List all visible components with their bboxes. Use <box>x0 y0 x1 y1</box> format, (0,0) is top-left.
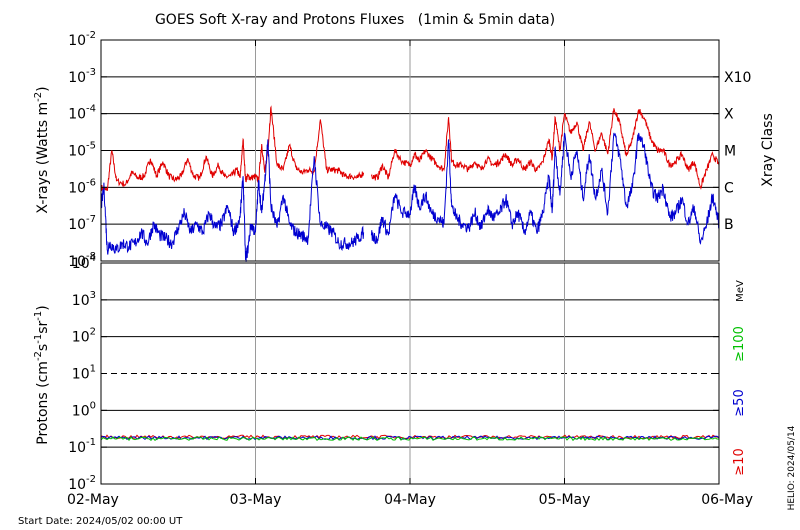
x-tick-label: 03-May <box>230 492 282 508</box>
start-date: Start Date: 2024/05/02 00:00 UT <box>18 516 183 527</box>
proton-unit-label: MeV <box>735 280 746 302</box>
x-tick-label: 05-May <box>539 492 591 508</box>
proton-y-axis-label: Protons (cm-2s-1sr-1) <box>33 305 51 444</box>
proton-y-tick-label: 100 <box>72 400 96 419</box>
xray-class-label: C <box>724 180 734 196</box>
proton-y-tick-label: 10-1 <box>68 437 96 456</box>
proton-day-lines <box>255 263 565 484</box>
xray-y-tick-label: 10-6 <box>68 177 96 196</box>
xray-y-tick-label: 10-7 <box>68 214 96 233</box>
xray-class-axis-label: Xray Class <box>760 113 776 187</box>
helio-credit: HELIO: 2024/05/14 <box>787 425 797 510</box>
xray-class-label: X10 <box>724 70 751 86</box>
chart-title: GOES Soft X-ray and Protons Fluxes (1min… <box>155 12 555 28</box>
xray-panel: 10-2 10-3 10-4 10-5 10-6 10-7 10-8 X10 X M C B Xra… <box>33 30 776 270</box>
proton-y-tick-labels: 104 103 102 101 100 10-1 10-2 <box>68 253 719 493</box>
x-tick-label: 06-May <box>701 492 753 508</box>
proton-channel-label: ≥100 <box>732 326 747 362</box>
proton-y-tick-label: 10-2 <box>68 474 96 493</box>
xray-y-tick-label: 10-2 <box>68 30 96 49</box>
x-tick-label: 04-May <box>384 492 436 508</box>
x-tick-label: 02-May <box>67 492 119 508</box>
xray-y-tick-label: 10-5 <box>68 141 96 160</box>
proton-channel-labels: ≥100 ≥50 ≥10 <box>732 326 747 476</box>
xray-class-labels: X10 X M C B <box>724 70 751 233</box>
xray-y-axis-label: X-rays (Watts m-2) <box>33 86 51 213</box>
xray-short-channel-line <box>100 139 365 262</box>
proton-channel-label: ≥10 <box>732 448 747 475</box>
xray-long-channel-line <box>370 108 720 190</box>
xray-y-axis-label-close: ) <box>35 86 51 91</box>
xray-class-label: X <box>724 107 734 123</box>
xray-series <box>100 105 720 262</box>
xray-y-tick-label: 10-3 <box>68 67 96 86</box>
proton-channel-label: ≥50 <box>732 389 747 416</box>
xray-class-label: B <box>724 217 734 233</box>
xray-long-channel-line <box>100 105 365 192</box>
xray-y-axis-label-main: X-rays (Watts m <box>35 102 51 214</box>
xray-y-tick-label: 10-8 <box>68 251 96 270</box>
xray-y-tick-label: 10-4 <box>68 104 96 123</box>
proton-y-tick-label: 102 <box>72 327 96 346</box>
xray-class-label: M <box>724 144 736 160</box>
proton-channel-line <box>100 436 719 442</box>
proton-y-tick-label: 104 <box>72 253 96 272</box>
proton-series <box>100 434 720 442</box>
x-tick-labels: 02-May 03-May 04-May 05-May 06-May <box>67 40 753 508</box>
proton-panel: 104 103 102 101 100 10-1 10-2 MeV ≥100 ≥50 ≥10 P… <box>33 253 747 493</box>
proton-y-tick-label: 101 <box>72 364 96 383</box>
xray-y-tick-labels: 10-2 10-3 10-4 10-5 10-6 10-7 10-8 <box>68 30 719 270</box>
proton-y-tick-label: 103 <box>72 290 96 309</box>
xray-y-axis-label-sup: -2 <box>33 92 44 102</box>
xray-short-channel-line <box>370 132 720 245</box>
